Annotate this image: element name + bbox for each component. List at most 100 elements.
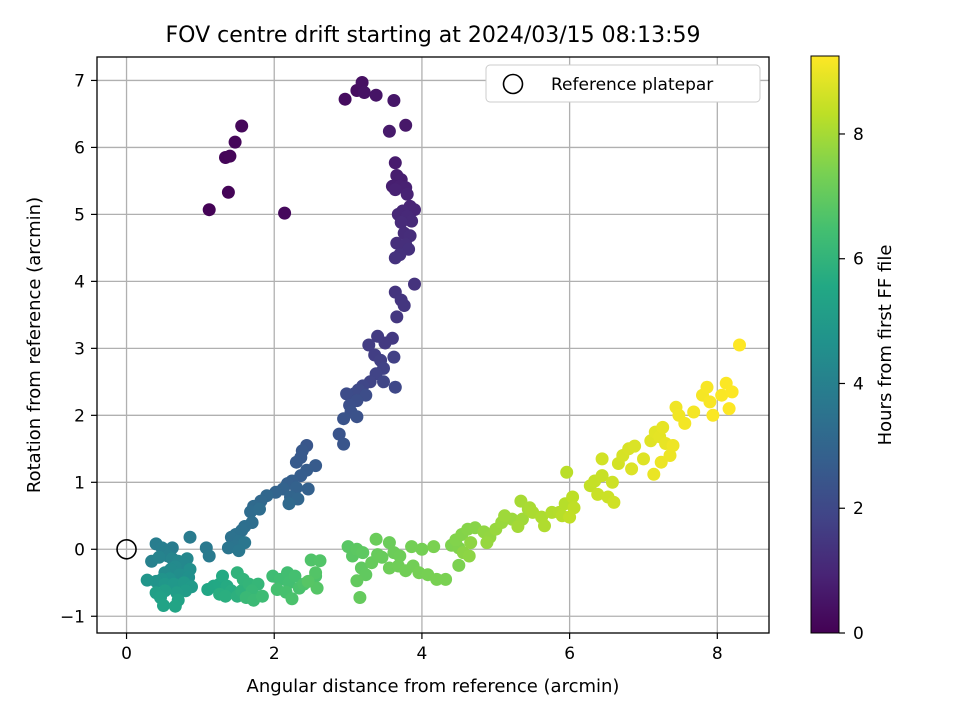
- data-point: [388, 251, 402, 265]
- data-point: [313, 554, 327, 568]
- data-point: [232, 544, 246, 558]
- data-point: [202, 549, 216, 563]
- x-axis-ticks: 0 2 4 6 8: [121, 633, 723, 664]
- data-point: [538, 519, 551, 533]
- data-point: [369, 88, 383, 102]
- data-point: [399, 118, 413, 132]
- data-point: [357, 86, 371, 99]
- data-point: [310, 581, 324, 595]
- data-point: [253, 502, 266, 516]
- chart-title: FOV centre drift starting at 2024/03/15 …: [166, 23, 701, 48]
- x-tick-label: 8: [712, 644, 723, 664]
- data-point: [563, 510, 577, 524]
- data-point: [511, 520, 525, 533]
- data-point: [605, 475, 619, 489]
- data-point: [369, 532, 383, 546]
- x-tick-label: 0: [121, 644, 132, 664]
- y-axis-label: Rotation from reference (arcmin): [24, 197, 45, 493]
- data-point: [235, 119, 249, 133]
- data-point: [382, 124, 396, 138]
- data-point: [663, 449, 677, 462]
- data-point: [221, 185, 235, 199]
- data-point: [607, 495, 621, 509]
- data-point: [355, 76, 369, 89]
- data-point: [168, 599, 182, 613]
- y-tick-label: 6: [74, 138, 85, 158]
- data-point: [289, 455, 303, 469]
- data-point: [637, 452, 650, 466]
- y-tick-label: 0: [74, 540, 85, 560]
- data-point: [337, 437, 351, 451]
- data-point: [375, 550, 389, 564]
- data-point: [397, 299, 411, 312]
- data-point: [228, 135, 242, 149]
- data-point: [725, 385, 739, 399]
- data-point: [394, 215, 408, 229]
- y-tick-label: 4: [74, 272, 85, 292]
- data-point: [591, 487, 605, 501]
- data-point: [439, 572, 453, 586]
- data-point: [140, 573, 154, 587]
- data-points: [140, 76, 746, 613]
- data-point: [387, 350, 401, 364]
- data-point: [678, 416, 692, 430]
- y-tick-label: 2: [74, 406, 85, 426]
- colorbar-ticks: 0 2 4 6 8: [839, 125, 864, 644]
- data-point: [666, 439, 680, 452]
- data-point: [356, 546, 370, 560]
- colorbar: 0 2 4 6 8 Hours from first FF file: [810, 55, 896, 644]
- data-point: [706, 408, 720, 422]
- data-point: [595, 452, 609, 466]
- data-point: [405, 214, 419, 228]
- data-point: [408, 277, 421, 291]
- data-point: [309, 566, 323, 580]
- data-point: [382, 536, 396, 550]
- colorbar-tick-label: 0: [853, 624, 864, 644]
- x-tick-label: 2: [269, 644, 280, 664]
- data-point: [427, 540, 441, 554]
- data-point: [219, 589, 232, 603]
- data-point: [388, 380, 402, 394]
- data-point: [282, 497, 296, 511]
- data-point: [301, 574, 315, 588]
- legend-entry-reference: Reference platepar: [551, 75, 713, 95]
- x-axis-label: Angular distance from reference (arcmin): [247, 676, 620, 697]
- y-axis-ticks: −1 0 1 2 3 4 5 6 7: [60, 71, 97, 627]
- data-point: [393, 549, 407, 563]
- legend: Reference platepar: [485, 64, 761, 103]
- data-point: [715, 388, 729, 402]
- data-point: [350, 574, 364, 588]
- data-point: [452, 558, 466, 572]
- data-point: [278, 206, 292, 220]
- data-point: [337, 412, 351, 426]
- data-point: [255, 589, 269, 603]
- data-point: [183, 530, 197, 544]
- data-point: [462, 549, 476, 563]
- plot-frame: [96, 56, 770, 634]
- legend-box: [485, 64, 761, 103]
- data-point: [216, 569, 229, 583]
- data-point: [301, 482, 315, 496]
- data-point: [647, 467, 661, 481]
- data-point: [157, 599, 170, 612]
- legend-marker-icon: [502, 73, 524, 95]
- data-point: [654, 455, 668, 469]
- data-point: [628, 439, 642, 453]
- reference-platepar-marker: [116, 538, 137, 560]
- y-tick-label: 5: [74, 205, 85, 225]
- data-point: [388, 183, 402, 197]
- data-point: [687, 405, 701, 419]
- data-point: [288, 569, 302, 583]
- data-point: [388, 156, 402, 170]
- data-point: [498, 509, 512, 523]
- data-point: [595, 469, 609, 483]
- data-point: [362, 338, 376, 352]
- data-point: [221, 541, 235, 555]
- data-point: [733, 338, 746, 352]
- data-point: [480, 536, 494, 550]
- data-point: [387, 94, 401, 107]
- data-point: [703, 395, 717, 409]
- colorbar-tick-label: 6: [853, 250, 864, 270]
- data-point: [560, 465, 574, 479]
